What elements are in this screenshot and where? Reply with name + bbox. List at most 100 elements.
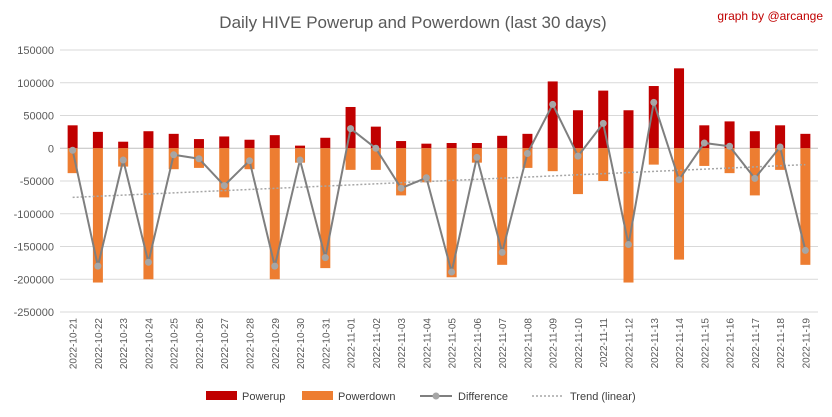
bar-powerup [598, 90, 609, 149]
bar-powerup [396, 141, 407, 149]
x-tick-label: 2022-11-17 [751, 318, 762, 369]
x-tick-label: 2022-11-13 [650, 318, 661, 369]
difference-point [220, 182, 228, 190]
difference-point [801, 246, 809, 254]
bar-powerup [623, 110, 634, 149]
bar-powerdown [396, 148, 407, 196]
x-tick-label: 2022-11-14 [675, 318, 686, 369]
bar-powerdown [598, 148, 609, 181]
difference-point [170, 151, 178, 159]
bar-powerdown [749, 148, 760, 196]
legend-swatch-powerdown [302, 391, 333, 400]
x-tick-label: 2022-11-01 [347, 318, 358, 369]
difference-point [321, 254, 329, 262]
bar-powerup [471, 143, 482, 149]
x-tick-label: 2022-10-29 [271, 318, 282, 370]
x-tick-label: 2022-11-06 [473, 318, 484, 369]
legend-label-difference: Difference [458, 391, 508, 403]
x-tick-label: 2022-11-04 [422, 318, 433, 369]
bar-powerup [370, 126, 381, 149]
bar-powerup [522, 133, 533, 149]
x-tick-label: 2022-11-08 [523, 318, 534, 369]
bar-powerdown [522, 148, 533, 168]
y-tick-label: 150000 [17, 45, 54, 57]
legend-label-powerup: Powerup [242, 391, 285, 403]
bar-powerdown [775, 148, 786, 170]
difference-point [397, 184, 405, 192]
x-tick-label: 2022-11-12 [625, 318, 636, 369]
legend-label-trend: Trend (linear) [570, 391, 636, 403]
x-tick-label: 2022-10-23 [119, 318, 130, 370]
y-tick-label: -150000 [14, 242, 54, 254]
x-tick-label: 2022-11-09 [549, 318, 560, 369]
difference-point [448, 268, 456, 276]
bar-powerdown [724, 148, 735, 174]
bar-powerdown [269, 148, 280, 280]
x-tick-label: 2022-10-30 [296, 318, 307, 370]
difference-point [473, 153, 481, 161]
bar-powerdown [320, 148, 331, 269]
difference-point [675, 176, 683, 184]
difference-point [726, 142, 734, 150]
difference-point [372, 144, 380, 152]
bar-powerup [219, 136, 230, 149]
y-tick-label: 50000 [23, 111, 54, 123]
x-tick-label: 2022-10-27 [220, 318, 231, 370]
bar-powerup [143, 131, 154, 149]
x-tick-label: 2022-10-22 [94, 318, 105, 370]
difference-point [271, 262, 279, 270]
difference-point [144, 258, 152, 266]
difference-point [776, 143, 784, 151]
bar-powerup [118, 141, 129, 149]
bar-powerup [244, 139, 255, 149]
difference-point [94, 262, 102, 270]
chart-title: Daily HIVE Powerup and Powerdown (last 3… [219, 13, 606, 32]
bar-powerup [724, 121, 735, 149]
bar-powerdown [800, 148, 811, 265]
x-tick-label: 2022-11-18 [776, 318, 787, 369]
y-tick-label: -50000 [20, 176, 54, 188]
x-tick-label: 2022-10-26 [195, 318, 206, 370]
x-tick-label: 2022-11-03 [397, 318, 408, 369]
difference-point [195, 155, 203, 163]
bars [67, 68, 811, 283]
difference-line [69, 98, 809, 276]
bar-powerdown [370, 148, 381, 170]
bar-powerup [67, 125, 78, 149]
y-tick-label: -250000 [14, 307, 54, 319]
gridlines [60, 49, 818, 313]
bar-powerup [295, 145, 306, 149]
bar-powerup [193, 139, 204, 149]
y-tick-label: 0 [48, 143, 54, 155]
difference-point [523, 149, 531, 157]
bar-powerdown [219, 148, 230, 198]
bar-powerdown [295, 148, 306, 163]
bar-powerup [572, 110, 583, 149]
bar-powerdown [623, 148, 634, 283]
bar-powerdown [547, 148, 558, 172]
bar-powerup [497, 135, 508, 149]
difference-point [751, 174, 759, 182]
difference-point [599, 119, 607, 127]
legend-marker-difference [432, 392, 440, 400]
x-tick-label: 2022-10-21 [69, 318, 80, 370]
bar-powerup [320, 137, 331, 149]
difference-point [296, 156, 304, 164]
y-tick-label: -100000 [14, 209, 54, 221]
x-tick-label: 2022-11-16 [726, 318, 737, 369]
chart-credit: graph by @arcange [717, 9, 823, 23]
x-tick-label: 2022-10-28 [246, 318, 257, 370]
bar-powerdown [67, 148, 78, 174]
x-tick-label: 2022-10-24 [144, 318, 155, 370]
bar-powerup [775, 125, 786, 149]
legend: Powerup Powerdown Difference Trend (line… [206, 391, 636, 403]
bar-powerup [699, 125, 710, 149]
bar-powerup [674, 68, 685, 149]
x-tick-label: 2022-11-11 [599, 318, 610, 368]
x-axis-ticks: 2022-10-21 2022-10-22 2022-10-23 2022-10-24… [69, 318, 813, 370]
bar-powerup [648, 86, 659, 149]
bar-powerup [749, 131, 760, 149]
difference-point [700, 139, 708, 147]
bar-powerdown [446, 148, 457, 278]
